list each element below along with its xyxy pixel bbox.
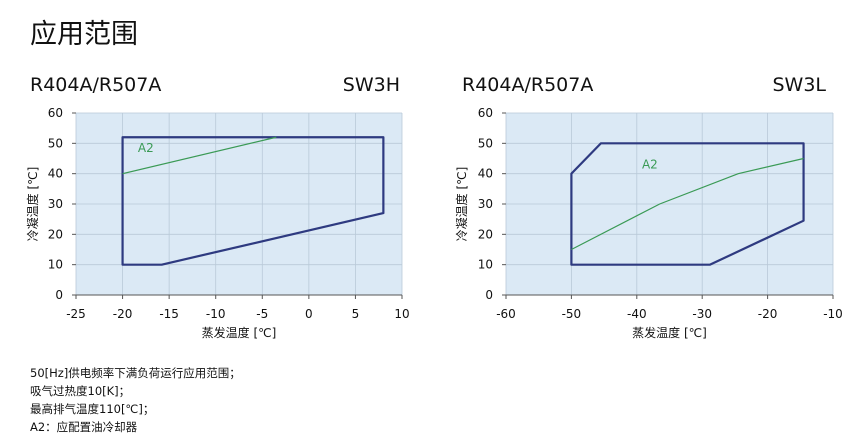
x-axis-label: 蒸发温度 [℃]	[632, 325, 707, 340]
y-tick-label: 60	[478, 106, 493, 120]
x-tick-label: 5	[352, 307, 360, 321]
a2-line	[122, 136, 277, 175]
y-tick-label: 60	[48, 106, 63, 120]
y-tick-label: 30	[48, 197, 63, 211]
x-tick-label: -5	[256, 307, 268, 321]
x-tick-label: -25	[66, 307, 86, 321]
y-tick-label: 20	[478, 227, 493, 241]
y-tick-label: 50	[48, 136, 63, 150]
x-tick-label: -20	[113, 307, 133, 321]
chart1-refrigerant: R404A/R507A	[30, 74, 162, 96]
a2-label: A2	[642, 158, 658, 172]
x-tick-label: 0	[305, 307, 313, 321]
chart2-model: SW3L	[772, 74, 826, 96]
x-tick-label: -10	[823, 307, 843, 321]
chart2-refrigerant: R404A/R507A	[462, 74, 594, 96]
envelope-outline	[121, 136, 385, 266]
x-tick-label: -15	[159, 307, 179, 321]
a2-line	[571, 157, 804, 251]
notes: 50[Hz]供电频率下满负荷运行应用范围； 吸气过热度10[K]； 最高排气温度…	[30, 364, 241, 436]
y-tick-label: 20	[48, 227, 63, 241]
chart1-model: SW3H	[342, 74, 400, 96]
note-line: 最高排气温度110[℃]；	[30, 402, 155, 416]
y-tick-label: 40	[478, 167, 493, 181]
y-tick-label: 30	[478, 197, 493, 211]
y-tick-label: 10	[478, 258, 493, 272]
x-tick-label: -60	[496, 307, 516, 321]
envelope-outline	[570, 142, 805, 266]
y-tick-label: 10	[48, 258, 63, 272]
x-tick-label: -50	[562, 307, 582, 321]
y-axis-label: 冷凝温度 [℃]	[25, 167, 40, 242]
note-line: A2：应配置油冷却器	[30, 420, 138, 434]
y-tick-label: 50	[478, 136, 493, 150]
y-tick-label: 0	[55, 288, 63, 302]
x-tick-label: -10	[206, 307, 226, 321]
a2-label: A2	[138, 141, 154, 155]
x-tick-label: -20	[758, 307, 778, 321]
x-tick-label: 10	[394, 307, 409, 321]
x-axis-label: 蒸发温度 [℃]	[202, 325, 277, 340]
y-axis-label: 冷凝温度 [℃]	[454, 167, 469, 242]
x-tick-label: -40	[627, 307, 647, 321]
note-line: 吸气过热度10[K]；	[30, 384, 131, 398]
page-title: 应用范围	[30, 19, 138, 50]
y-tick-label: 0	[485, 288, 493, 302]
y-tick-label: 40	[48, 167, 63, 181]
x-tick-label: -30	[692, 307, 712, 321]
note-line: 50[Hz]供电频率下满负荷运行应用范围；	[30, 366, 241, 380]
